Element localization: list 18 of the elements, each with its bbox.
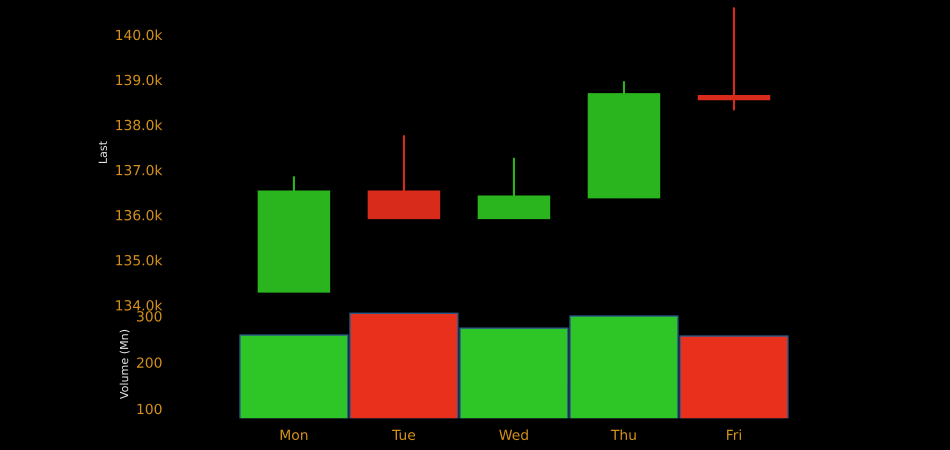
y-tick-label: 137.0k [116,164,162,176]
y-axis-title: Volume (Mn) [120,330,130,400]
x-tick-label: Fri [727,429,741,440]
y-tick-label: 135.0k [116,254,162,266]
y-tick-label: 138.0k [116,120,162,130]
y-tick-label: 100 [138,404,162,414]
y-tick-label: 300 [137,311,162,322]
x-tick-label: Tue [392,430,416,440]
x-tick-label: Wed [499,429,528,440]
candlestick [698,7,770,111]
y-tick-label: 136.0k [116,210,162,220]
y-tick-label: 139.0k [116,74,162,86]
y-tick-label: 140.0k [116,29,162,40]
y-tick-label: 134.0k [116,300,162,311]
x-tick-label: Mon [280,430,308,440]
y-axis-title: Last [98,141,107,164]
y-tick-label: 200 [136,357,162,368]
x-tick-label: Thu [610,429,636,440]
